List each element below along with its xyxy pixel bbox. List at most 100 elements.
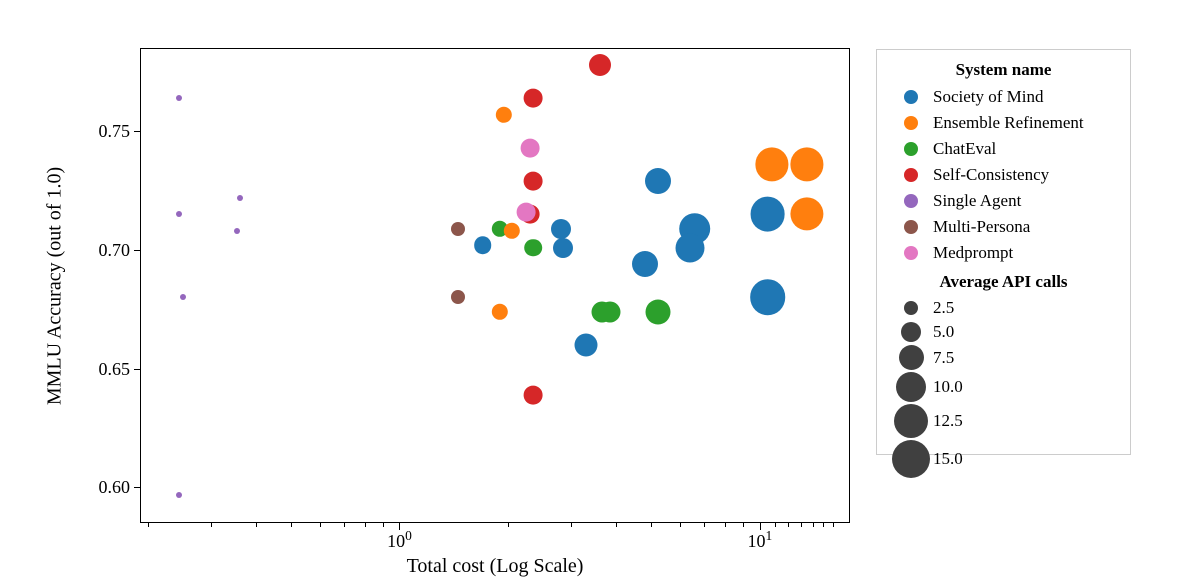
x-tick-label: 100	[387, 531, 412, 552]
legend-size-items: 2.55.07.510.012.515.0	[889, 296, 1118, 479]
x-tick-minor	[256, 523, 257, 527]
scatter-point	[176, 95, 182, 101]
legend-size-row: 5.0	[889, 320, 1118, 344]
scatter-point	[524, 88, 543, 107]
legend-size-marker	[892, 440, 930, 478]
y-tick-label: 0.65	[99, 359, 131, 380]
scatter-point	[237, 195, 243, 201]
legend-color-row: Ensemble Refinement	[889, 110, 1118, 136]
y-tick	[134, 250, 140, 251]
legend-color-marker	[904, 142, 918, 156]
legend-color-items: Society of Mind Ensemble Refinement ChatEv…	[889, 84, 1118, 266]
legend-size-label: 10.0	[933, 377, 963, 397]
scatter-point	[750, 280, 786, 316]
legend-size-label: 2.5	[933, 298, 954, 318]
legend-color-label: Society of Mind	[933, 87, 1044, 107]
scatter-point	[600, 301, 621, 322]
scatter-point	[451, 290, 465, 304]
scatter-point	[234, 228, 240, 234]
x-tick-minor	[775, 523, 776, 527]
legend-title-sizes: Average API calls	[889, 272, 1118, 292]
scatter-point	[524, 172, 543, 191]
x-tick-minor	[383, 523, 384, 527]
legend-title-systems: System name	[889, 60, 1118, 80]
x-tick-minor	[801, 523, 802, 527]
x-tick-minor	[743, 523, 744, 527]
scatter-point	[750, 197, 785, 232]
scatter-point	[176, 492, 182, 498]
scatter-point	[551, 219, 571, 239]
legend-color-marker	[904, 116, 918, 130]
legend-color-row: Society of Mind	[889, 84, 1118, 110]
legend-color-row: Single Agent	[889, 188, 1118, 214]
y-tick-label: 0.70	[99, 240, 131, 261]
legend-color-row: Multi-Persona	[889, 214, 1118, 240]
scatter-point	[632, 251, 658, 277]
legend-color-label: Multi-Persona	[933, 217, 1030, 237]
legend-color-row: ChatEval	[889, 136, 1118, 162]
legend-size-marker	[896, 372, 926, 402]
x-tick-minor	[320, 523, 321, 527]
scatter-point	[524, 385, 543, 404]
legend-size-marker	[899, 345, 924, 370]
x-tick-minor	[508, 523, 509, 527]
scatter-point	[676, 233, 705, 262]
x-tick-minor	[788, 523, 789, 527]
legend-color-marker	[904, 246, 918, 260]
scatter-point	[589, 54, 611, 76]
x-tick-minor	[365, 523, 366, 527]
x-tick-minor	[651, 523, 652, 527]
legend-size-marker	[901, 322, 921, 342]
x-tick-minor	[291, 523, 292, 527]
scatter-point	[474, 236, 492, 254]
x-tick-major	[399, 523, 400, 530]
x-tick-minor	[148, 523, 149, 527]
legend-size-label: 12.5	[933, 411, 963, 431]
x-tick-minor	[616, 523, 617, 527]
x-tick-minor	[833, 523, 834, 527]
legend-color-label: Ensemble Refinement	[933, 113, 1084, 133]
scatter-point	[645, 299, 670, 324]
legend: System name Society of Mind Ensemble Refi…	[876, 49, 1131, 455]
y-tick	[134, 131, 140, 132]
legend-color-label: Medprompt	[933, 243, 1013, 263]
legend-color-marker	[904, 90, 918, 104]
legend-color-label: ChatEval	[933, 139, 996, 159]
scatter-point	[176, 211, 182, 217]
legend-color-row: Self-Consistency	[889, 162, 1118, 188]
legend-size-label: 5.0	[933, 322, 954, 342]
legend-size-row: 2.5	[889, 296, 1118, 320]
y-axis-label: MMLU Accuracy (out of 1.0)	[44, 166, 67, 404]
scatter-point	[517, 202, 536, 221]
legend-color-marker	[904, 168, 918, 182]
x-tick-minor	[725, 523, 726, 527]
legend-size-row: 12.5	[889, 403, 1118, 439]
scatter-point	[575, 333, 598, 356]
x-tick-minor	[571, 523, 572, 527]
legend-size-marker	[904, 301, 918, 315]
figure: MMLU Accuracy (out of 1.0) Total cost (L…	[0, 0, 1181, 576]
scatter-point	[451, 222, 465, 236]
x-tick-minor	[704, 523, 705, 527]
x-tick-minor	[680, 523, 681, 527]
x-tick-minor	[823, 523, 824, 527]
legend-size-label: 7.5	[933, 348, 954, 368]
legend-color-row: Medprompt	[889, 240, 1118, 266]
legend-color-label: Single Agent	[933, 191, 1021, 211]
plot-area	[140, 48, 850, 523]
x-tick-minor	[813, 523, 814, 527]
x-tick-minor	[344, 523, 345, 527]
y-tick-label: 0.60	[99, 477, 131, 498]
y-tick	[134, 369, 140, 370]
legend-color-label: Self-Consistency	[933, 165, 1049, 185]
legend-size-marker	[894, 404, 928, 438]
y-tick-label: 0.75	[99, 121, 131, 142]
x-axis-label: Total cost (Log Scale)	[407, 555, 584, 578]
scatter-point	[553, 238, 573, 258]
legend-size-row: 7.5	[889, 344, 1118, 371]
scatter-point	[520, 138, 539, 157]
x-tick-label: 101	[748, 531, 773, 552]
legend-color-marker	[904, 220, 918, 234]
x-tick-minor	[211, 523, 212, 527]
scatter-point	[524, 239, 542, 257]
